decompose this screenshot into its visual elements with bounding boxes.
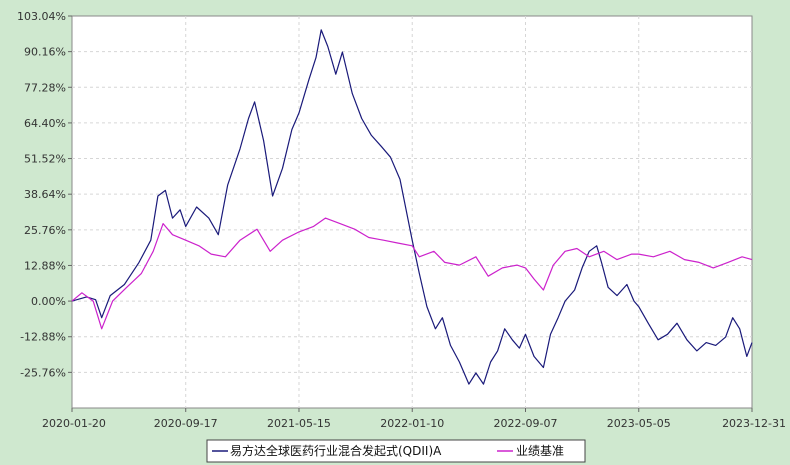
y-tick-label: 103.04% [17, 10, 66, 23]
x-tick-label: 2022-01-10 [380, 417, 444, 430]
x-tick-label: 2023-05-05 [607, 417, 671, 430]
x-tick-label: 2021-05-15 [267, 417, 331, 430]
legend: 易方达全球医药行业混合发起式(QDII)A 业绩基准 [206, 439, 586, 463]
series-lines [71, 29, 753, 385]
legend-label-benchmark: 业绩基准 [516, 444, 564, 458]
x-tick-label: 2020-01-20 [42, 417, 106, 430]
series-line-fund [71, 29, 753, 385]
y-tick-label: 38.64% [24, 188, 66, 201]
x-tick-label: 2022-09-07 [494, 417, 558, 430]
y-tick-label: 25.76% [24, 224, 66, 237]
y-tick-label: -12.88% [20, 331, 66, 344]
y-tick-label: 51.52% [24, 153, 66, 166]
gridlines [72, 16, 752, 408]
y-tick-label: 77.28% [24, 81, 66, 94]
x-axis-ticks: 2020-01-20 2020-09-17 2021-05-15 2022-01-10… [42, 408, 786, 430]
y-tick-label: 64.40% [24, 117, 66, 130]
y-tick-label: 12.88% [24, 259, 66, 272]
legend-label-fund: 易方达全球医药行业混合发起式(QDII)A [230, 443, 442, 458]
plot-area [71, 15, 753, 409]
x-tick-label: 2023-12-31 [722, 417, 786, 430]
series-line-benchmark [71, 217, 753, 330]
y-tick-label: 90.16% [24, 46, 66, 59]
y-axis-ticks: 103.04% 90.16% 77.28% 64.40% 51.52% 38.64% 25.… [17, 10, 72, 379]
legend-box [206, 439, 586, 463]
x-tick-label: 2020-09-17 [154, 417, 218, 430]
y-tick-label: 0.00% [31, 295, 66, 308]
y-tick-label: -25.76% [20, 366, 66, 379]
